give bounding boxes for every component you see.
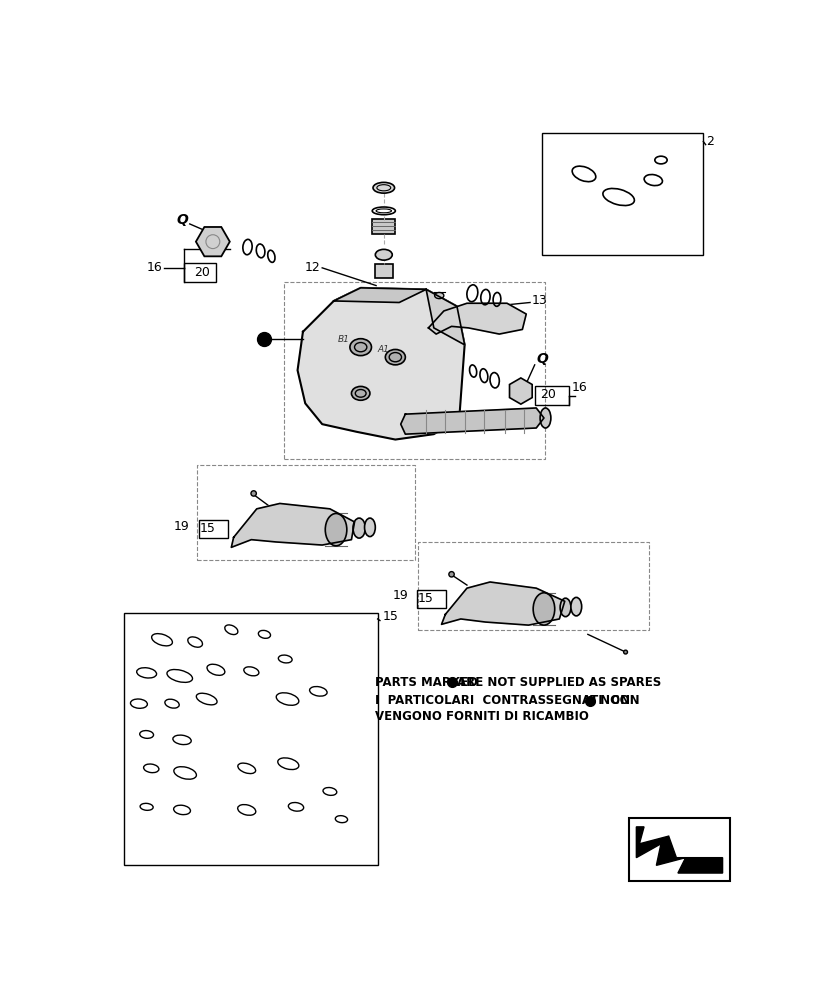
Text: 20: 20: [540, 388, 556, 401]
Bar: [184, 263, 216, 282]
Text: NON: NON: [596, 694, 630, 707]
Text: 12: 12: [305, 261, 321, 274]
Text: 16: 16: [146, 261, 162, 274]
Text: ARE NOT SUPPLIED AS SPARES: ARE NOT SUPPLIED AS SPARES: [457, 676, 661, 689]
Bar: [372, 219, 395, 234]
Text: I  PARTICOLARI  CONTRASSEGNATI  CON: I PARTICOLARI CONTRASSEGNATI CON: [375, 694, 640, 707]
Ellipse shape: [350, 339, 371, 356]
Ellipse shape: [325, 513, 347, 546]
Ellipse shape: [385, 349, 405, 365]
Polygon shape: [426, 289, 465, 345]
Text: PARTS MARKED: PARTS MARKED: [375, 676, 477, 689]
Polygon shape: [636, 827, 722, 873]
Text: VENGONO FORNITI DI RICAMBIO: VENGONO FORNITI DI RICAMBIO: [375, 710, 589, 723]
Ellipse shape: [540, 408, 551, 428]
Bar: [199, 520, 228, 538]
Polygon shape: [196, 227, 230, 256]
Ellipse shape: [560, 598, 571, 617]
Bar: [417, 590, 446, 608]
Ellipse shape: [251, 491, 257, 496]
Text: 13: 13: [532, 294, 548, 307]
Bar: [542, 133, 703, 255]
Ellipse shape: [533, 593, 555, 625]
Polygon shape: [334, 288, 426, 302]
Bar: [124, 613, 378, 865]
Ellipse shape: [373, 182, 395, 193]
Bar: [629, 818, 731, 881]
Polygon shape: [400, 408, 544, 434]
Text: 15: 15: [200, 522, 216, 535]
Polygon shape: [441, 582, 565, 625]
Ellipse shape: [353, 518, 365, 538]
Text: Q: Q: [536, 352, 548, 366]
Bar: [535, 386, 568, 405]
Text: 15: 15: [382, 610, 398, 623]
Polygon shape: [298, 288, 465, 440]
Text: 20: 20: [194, 266, 210, 279]
Text: Q: Q: [176, 213, 188, 227]
Ellipse shape: [624, 650, 628, 654]
Text: 16: 16: [572, 381, 588, 394]
Polygon shape: [232, 503, 354, 547]
Text: 19: 19: [393, 589, 409, 602]
Ellipse shape: [364, 518, 375, 537]
Polygon shape: [428, 303, 526, 334]
Text: B1: B1: [338, 335, 349, 344]
Ellipse shape: [571, 597, 582, 616]
Ellipse shape: [351, 386, 370, 400]
Ellipse shape: [375, 249, 392, 260]
Text: 15: 15: [417, 592, 433, 605]
Ellipse shape: [435, 292, 444, 299]
Polygon shape: [509, 378, 533, 404]
Text: 19: 19: [174, 520, 190, 533]
Bar: [375, 264, 393, 278]
Text: A1: A1: [378, 345, 390, 354]
Text: 2: 2: [706, 135, 713, 148]
Ellipse shape: [449, 572, 454, 577]
